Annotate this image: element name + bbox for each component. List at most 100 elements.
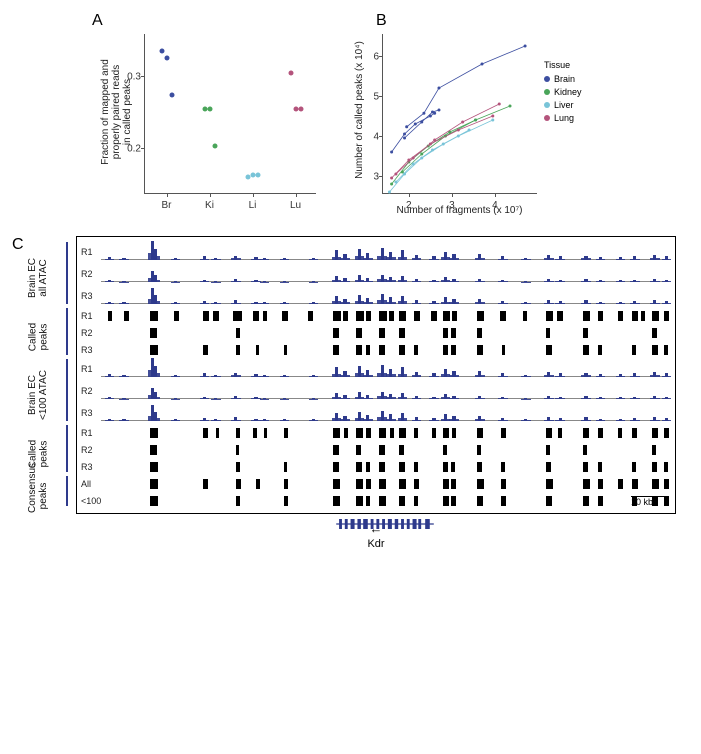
peak-mark (558, 428, 562, 438)
exon (382, 519, 385, 529)
peak-row: R3 (79, 341, 673, 358)
exon (363, 519, 368, 529)
peak-mark (333, 345, 339, 355)
peak-mark (174, 311, 179, 321)
peak-mark (664, 345, 669, 355)
exon (357, 519, 360, 529)
plot-b-point (405, 125, 408, 128)
exon (401, 519, 404, 529)
peak-mark (641, 311, 646, 321)
row-label: R2 (81, 445, 93, 455)
peak-mark (236, 462, 240, 472)
row-label: R1 (81, 247, 93, 257)
plot-a-point (164, 56, 169, 61)
peak-mark (236, 496, 241, 506)
peak-mark (583, 345, 589, 355)
peak-mark (632, 345, 636, 355)
peak-mark (399, 445, 404, 455)
peak-mark (432, 428, 437, 438)
peak-mark (502, 345, 505, 355)
peak-mark (150, 345, 159, 355)
peak-mark (282, 311, 288, 321)
plot-b-point (414, 123, 417, 126)
signal-row: R2 (79, 380, 673, 402)
peak-mark (546, 496, 552, 506)
peak-mark (501, 428, 506, 438)
peak-mark (452, 311, 457, 321)
peak-mark (389, 311, 394, 321)
peak-mark (598, 462, 601, 472)
gene-name: Kdr (367, 538, 384, 550)
peak-mark (598, 311, 604, 321)
peak-mark (379, 479, 386, 489)
peak-mark (443, 428, 450, 438)
peak-mark (546, 345, 552, 355)
peak-mark (477, 328, 482, 338)
peak-row: R1 (79, 424, 673, 441)
peak-row: All (79, 475, 673, 492)
plot-b-point (403, 137, 406, 140)
plot-b-point (524, 45, 527, 48)
legend-item: Brain (544, 72, 582, 85)
peak-mark (333, 328, 339, 338)
peak-mark (477, 462, 482, 472)
plot-b-ytick: 3 (353, 172, 379, 183)
peak-mark (366, 428, 371, 438)
peak-mark (213, 311, 219, 321)
exon (388, 519, 392, 529)
row-label: R1 (81, 364, 93, 374)
peak-mark (414, 311, 420, 321)
peak-mark (203, 479, 208, 489)
peak-mark (356, 462, 361, 472)
plot-a-point (159, 49, 164, 54)
peak-mark (583, 328, 588, 338)
plot-b-line (392, 116, 493, 178)
gene-arrow: ← (370, 521, 383, 536)
peak-mark (414, 496, 419, 506)
peak-mark (451, 345, 456, 355)
plot-a-point (255, 172, 260, 177)
peak-mark (583, 479, 590, 489)
peak-mark (203, 428, 208, 438)
plot-b-xlabel: Number of fragments (x 10⁷) (382, 205, 537, 216)
peak-mark (451, 479, 456, 489)
plot-b-point (481, 63, 484, 66)
peak-mark (399, 345, 405, 355)
peak-mark (546, 328, 550, 338)
legend-swatch (544, 102, 550, 108)
peak-mark (379, 345, 385, 355)
legend-label: Brain (554, 74, 575, 84)
legend-label: Lung (554, 113, 574, 123)
peak-mark (414, 462, 418, 472)
plot-b-point (403, 133, 406, 136)
peak-mark (618, 428, 623, 438)
plot-a-xtick: Lu (290, 200, 301, 211)
peak-mark (414, 345, 418, 355)
signal-row: R1 (79, 241, 673, 263)
exon (413, 519, 417, 529)
group-bar (66, 242, 68, 304)
peak-mark (598, 345, 602, 355)
peak-mark (414, 428, 419, 438)
peak-mark (652, 479, 659, 489)
plot-b-point (394, 181, 397, 184)
plot-b-point (431, 111, 434, 114)
peak-row: R2 (79, 441, 673, 458)
peak-mark (632, 311, 638, 321)
peak-mark (236, 328, 240, 338)
peak-mark (379, 311, 386, 321)
signal-row: R2 (79, 263, 673, 285)
peak-mark (477, 445, 481, 455)
peak-mark (150, 445, 157, 455)
peak-mark (583, 428, 589, 438)
gene-model: ← Kdr (76, 514, 676, 548)
plot-a-xtick: Li (249, 200, 257, 211)
peak-mark (379, 462, 384, 472)
legend-title: Tissue (544, 60, 582, 70)
plot-b-point (498, 103, 501, 106)
peak-mark (501, 479, 506, 489)
peak-mark (366, 311, 371, 321)
peak-mark (546, 462, 551, 472)
peak-mark (344, 428, 348, 438)
peak-mark (284, 462, 287, 472)
